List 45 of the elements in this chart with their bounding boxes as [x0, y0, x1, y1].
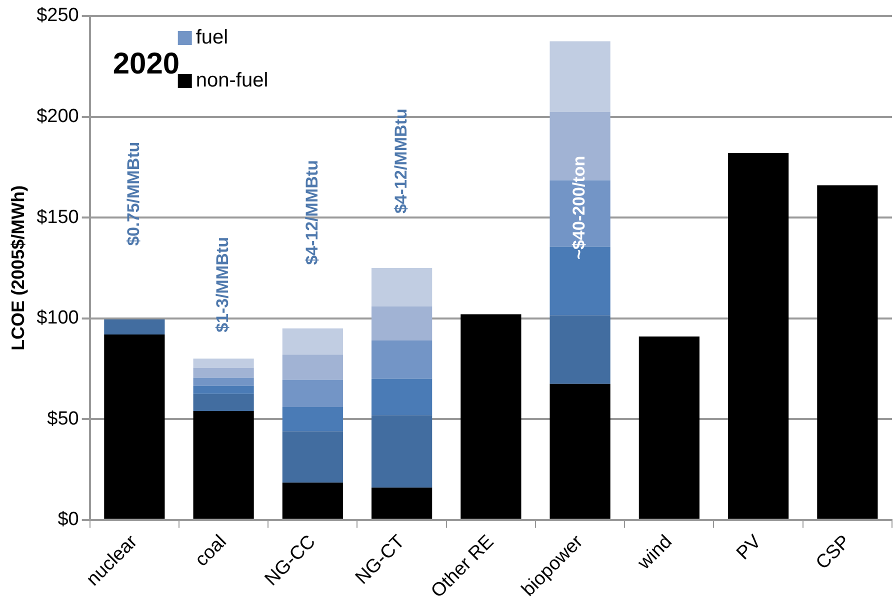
bar	[372, 415, 432, 488]
y-tick-label: $150	[36, 206, 79, 228]
bar	[372, 268, 432, 306]
annotation: $1-3/MMBtu	[213, 237, 232, 332]
y-tick-label: $50	[47, 408, 79, 430]
bar	[193, 378, 254, 386]
bar	[550, 41, 610, 112]
x-tick-label: PV	[732, 531, 766, 564]
bar	[193, 411, 254, 519]
text: 2020	[112, 47, 180, 80]
bar	[550, 384, 610, 519]
bar	[282, 354, 343, 380]
bar	[638, 336, 700, 519]
bar	[282, 407, 343, 432]
legend-label: non-fuel	[196, 70, 268, 92]
bar	[193, 358, 254, 368]
bar	[282, 380, 343, 408]
bar	[193, 368, 254, 378]
y-tick-label: $0	[58, 509, 79, 530]
annotation: $0.75/MMBtu	[124, 142, 144, 246]
legend-label: fuel	[196, 26, 228, 49]
y-tick-label: $250	[36, 5, 79, 26]
annotation: ~$40-200/ton	[570, 156, 589, 260]
bar	[372, 340, 432, 379]
bar	[372, 378, 432, 416]
bar	[282, 328, 343, 355]
bar	[104, 319, 165, 334]
bar	[550, 315, 610, 384]
bar	[460, 314, 522, 519]
y-tick-label: $100	[36, 308, 79, 329]
bar	[372, 488, 432, 519]
bar	[282, 431, 343, 483]
annotation: $4-12/MMBtu	[391, 108, 410, 214]
bar	[817, 185, 878, 519]
bar	[193, 394, 254, 412]
bar	[104, 334, 165, 519]
x-tick-label: CSP	[812, 531, 855, 574]
bar	[282, 482, 343, 519]
bar	[728, 153, 789, 519]
bar	[193, 386, 254, 394]
annotation: $4-12/MMBtu	[302, 160, 322, 265]
bar	[372, 306, 432, 340]
y-axis-title: LCOE (2005$/MWh)	[8, 185, 28, 350]
y-tick-label: $200	[36, 106, 79, 128]
x-tick-label: coal	[191, 531, 231, 571]
